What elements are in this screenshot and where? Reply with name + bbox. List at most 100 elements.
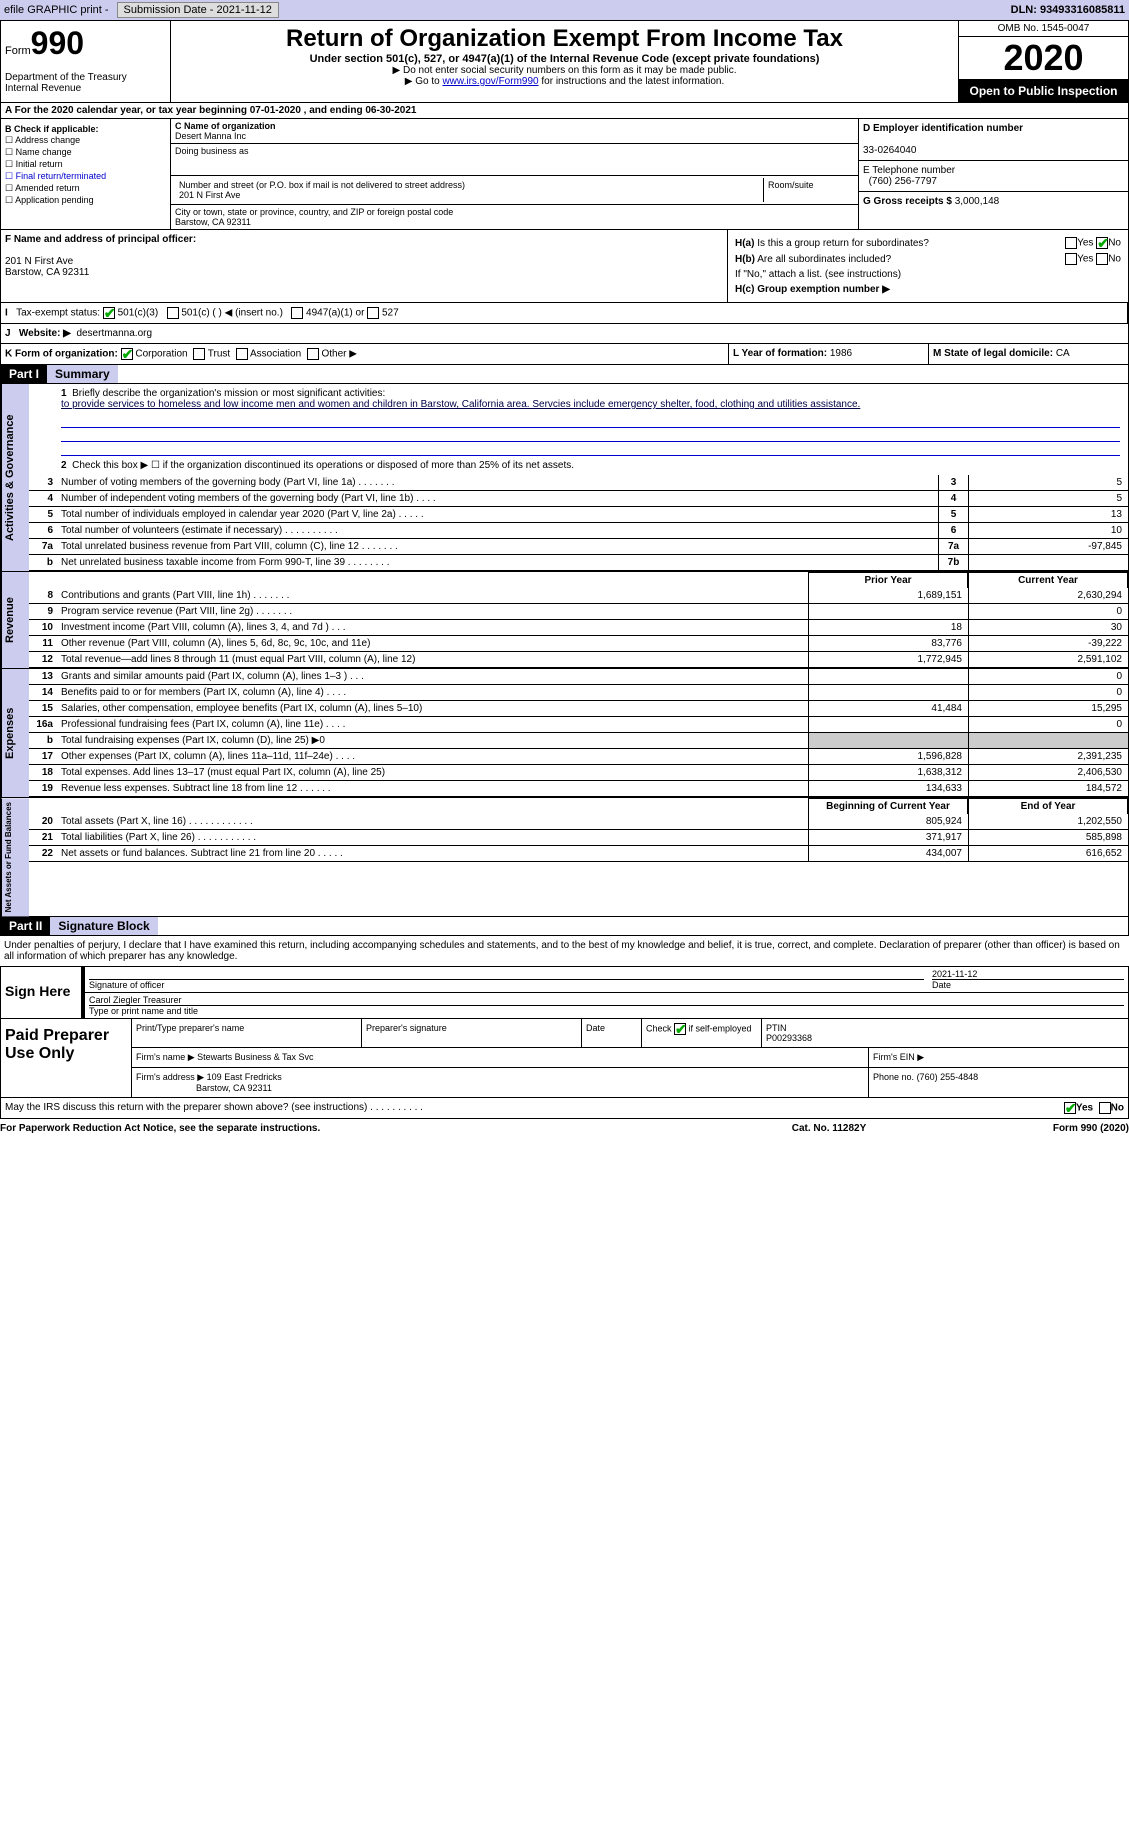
tax-year: 2020 [959,37,1128,80]
end-year-hdr: End of Year [968,798,1128,814]
penalty-text: Under penalties of perjury, I declare th… [0,936,1129,966]
summary-line: 16aProfessional fundraising fees (Part I… [29,717,1128,733]
firm-addr1: 109 East Fredricks [207,1072,282,1082]
department-label: Department of the Treasury Internal Reve… [5,72,166,94]
c-city-box: City or town, state or province, country… [171,205,858,229]
summary-line: 6Total number of volunteers (estimate if… [29,523,1128,539]
i-label: Tax-exempt status: [16,308,100,319]
b-opt-amended: ☐ Amended return [5,183,166,194]
note2-pre: ▶ Go to [405,76,443,87]
cat-no: Cat. No. 11282Y [729,1123,929,1134]
part2-header-row: Part IISignature Block [0,917,1129,936]
c-name-box: C Name of organization Desert Manna Inc [171,119,858,144]
m-value: CA [1056,348,1070,359]
top-bar: efile GRAPHIC print - Submission Date - … [0,0,1129,20]
submission-date-button[interactable]: Submission Date - 2021-11-12 [117,2,279,18]
row-klm: K Form of organization: Corporation Trus… [0,344,1129,365]
rev-headers: Prior Year Current Year [29,572,1128,588]
col-k: K Form of organization: Corporation Trus… [1,344,728,364]
summary-line: 19Revenue less expenses. Subtract line 1… [29,781,1128,797]
l-label: L Year of formation: [733,348,827,359]
sig-date-value: 2021-11-12 [932,969,977,979]
prep-selfemp: Check if self-employed [641,1019,761,1047]
ein-label: D Employer identification number [863,123,1023,134]
sig-officer-cell: Signature of officer [81,967,928,992]
paperwork-notice: For Paperwork Reduction Act Notice, see … [0,1123,729,1134]
blank-line [61,414,1120,428]
b-title: B Check if applicable: [5,124,166,134]
form-number-cell: Form990 Department of the Treasury Inter… [1,21,171,102]
tel-value: (760) 256-7797 [869,176,937,187]
col-l: L Year of formation: 1986 [728,344,928,364]
summary-line: 5Total number of individuals employed in… [29,507,1128,523]
title-cell: Return of Organization Exempt From Incom… [171,21,958,102]
summary-line: 8Contributions and grants (Part VIII, li… [29,588,1128,604]
b-opt-address: ☐ Address change [5,135,166,146]
ein-value: 33-0264040 [863,145,916,156]
begin-year-hdr: Beginning of Current Year [808,798,968,814]
firm-phone-cell: Phone no. (760) 255-4848 [868,1068,1128,1097]
summary-revenue: Revenue Prior Year Current Year 8Contrib… [0,572,1129,669]
room-suite: Room/suite [764,178,854,202]
preparer-block: Paid Preparer Use Only Print/Type prepar… [0,1019,1129,1098]
hc-label: H(c) Group exemption number ▶ [735,284,890,295]
form-page: Form 990 (2020) [929,1123,1129,1134]
col-c: C Name of organization Desert Manna Inc … [171,119,858,229]
current-year-hdr: Current Year [968,572,1128,588]
prep-date-hdr: Date [581,1019,641,1047]
dln-label: DLN: 93493316085811 [1011,4,1125,16]
summary-line: bTotal fundraising expenses (Part IX, co… [29,733,1128,749]
org-name: Desert Manna Inc [175,131,246,141]
gross-label: G Gross receipts $ [863,196,952,207]
part1-header-row: Part ISummary [0,365,1129,384]
line-a-text: For the 2020 calendar year, or tax year … [15,105,417,116]
efile-label: efile GRAPHIC print - [4,4,109,16]
summary-line: 20Total assets (Part X, line 16) . . . .… [29,814,1128,830]
row-i: I Tax-exempt status: 501(c)(3) 501(c) ( … [0,303,1129,324]
page-footer: For Paperwork Reduction Act Notice, see … [0,1119,1129,1138]
sig-name-cell: Carol Ziegler TreasurerType or print nam… [81,993,1128,1018]
line2-block: 2 Check this box ▶ ☐ if the organization… [29,456,1128,475]
hb-note: If "No," attach a list. (see instruction… [734,268,1122,281]
form-header: Form990 Department of the Treasury Inter… [0,20,1129,103]
col-h: H(a) Is this a group return for subordin… [728,230,1128,302]
col-m: M State of legal domicile: CA [928,344,1128,364]
summary-line: 22Net assets or fund balances. Subtract … [29,846,1128,862]
firm-name: Stewarts Business & Tax Svc [197,1052,313,1062]
i-opt3: 4947(a)(1) or [306,308,364,319]
col-b: B Check if applicable: ☐ Address change … [1,119,171,229]
summary-line: 18Total expenses. Add lines 13–17 (must … [29,765,1128,781]
summary-line: 4Number of independent voting members of… [29,491,1128,507]
summary-line: bNet unrelated business taxable income f… [29,555,1128,571]
b-opt-name: ☐ Name change [5,147,166,158]
prior-year-hdr: Prior Year [808,572,968,588]
open-inspection: Open to Public Inspection [959,80,1128,102]
i-opt4: 527 [382,308,399,319]
j-label: Website: ▶ [19,328,71,339]
dba-label: Doing business as [175,146,249,156]
name-label: Type or print name and title [89,1005,1124,1016]
sign-here-block: Sign Here Signature of officer 2021-11-1… [0,966,1129,1019]
summary-line: 12Total revenue—add lines 8 through 11 (… [29,652,1128,668]
firm-phone: (760) 255-4848 [917,1072,979,1082]
summary-netassets: Net Assets or Fund Balances Beginning of… [0,798,1129,917]
summary-line: 14Benefits paid to or for members (Part … [29,685,1128,701]
line-a: A For the 2020 calendar year, or tax yea… [0,103,1129,119]
irs-link[interactable]: www.irs.gov/Form990 [442,76,538,87]
sig-date-cell: 2021-11-12Date [928,967,1128,992]
org-city: Barstow, CA 92311 [175,217,251,227]
preparer-label: Paid Preparer Use Only [1,1019,131,1097]
b-opt-pending: ☐ Application pending [5,195,166,206]
summary-line: 17Other expenses (Part IX, column (A), l… [29,749,1128,765]
yes-label: Yes [1076,1103,1093,1114]
form-prefix: Form [5,45,31,57]
c-addr-box: Number and street (or P.O. box if mail i… [171,176,858,205]
b-opt-final: ☐ Final return/terminated [5,171,166,182]
part2-title: Signature Block [50,917,157,935]
mission-block: 1 Briefly describe the organization's mi… [29,384,1128,414]
website-value: desertmanna.org [76,328,152,339]
form-number: 990 [31,25,84,61]
part1-badge: Part I [1,365,47,383]
k-trust: Trust [208,349,230,360]
year-cell: OMB No. 1545-0047 2020 Open to Public In… [958,21,1128,102]
